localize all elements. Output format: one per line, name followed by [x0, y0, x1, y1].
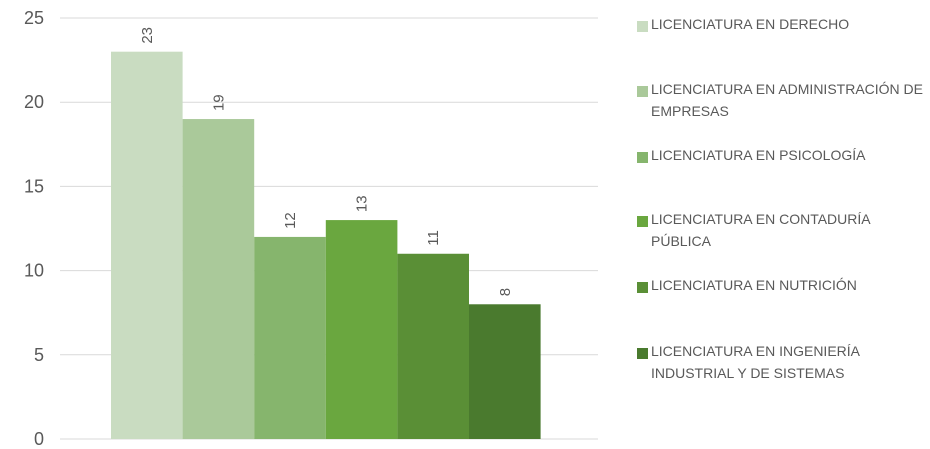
bar-chart: 0 5 10 15 20 25 23 19 12 13 11 8 — [24, 8, 598, 449]
legend-item: LICENCIATURA EN CONTADURÍA PÚBLICA — [637, 211, 930, 252]
bar — [182, 119, 255, 439]
legend-swatch — [637, 348, 648, 359]
bar — [254, 236, 326, 439]
legend: LICENCIATURA EN DERECHO LICENCIATURA EN A… — [637, 0, 930, 449]
legend-swatch — [637, 152, 648, 163]
data-label: 13 — [354, 195, 371, 212]
legend-label: LICENCIATURA EN INGENIERÍA INDUSTRIAL Y … — [651, 343, 860, 381]
bar — [397, 253, 469, 439]
legend-item: LICENCIATURA EN PSICOLOGÍA — [637, 147, 930, 166]
data-label: 12 — [282, 212, 299, 229]
y-tick-label: 10 — [24, 261, 44, 281]
bar — [469, 304, 541, 439]
y-tick-label: 5 — [34, 345, 44, 365]
y-tick-label: 0 — [34, 429, 44, 449]
legend-swatch — [637, 86, 648, 97]
y-tick-label: 15 — [24, 176, 44, 196]
legend-item: LICENCIATURA EN ADMINISTRACIÓN DE EMPRES… — [637, 81, 930, 122]
y-tick-label: 20 — [24, 92, 44, 112]
legend-item: LICENCIATURA EN DERECHO — [637, 16, 930, 35]
legend-label: LICENCIATURA EN CONTADURÍA PÚBLICA — [651, 211, 870, 249]
legend-label: LICENCIATURA EN DERECHO — [651, 16, 850, 32]
legend-item: LICENCIATURA EN NUTRICIÓN — [637, 277, 930, 296]
y-tick-label: 25 — [24, 8, 44, 28]
legend-swatch — [637, 216, 648, 227]
legend-item: LICENCIATURA EN INGENIERÍA INDUSTRIAL Y … — [637, 343, 930, 384]
legend-swatch — [637, 282, 648, 293]
legend-swatch — [637, 21, 648, 32]
data-label: 8 — [497, 288, 514, 296]
data-label: 23 — [139, 27, 156, 44]
data-label: 11 — [425, 230, 442, 246]
legend-label: LICENCIATURA EN ADMINISTRACIÓN DE EMPRES… — [651, 81, 924, 119]
legend-label: LICENCIATURA EN PSICOLOGÍA — [651, 147, 866, 163]
data-label: 19 — [210, 94, 227, 111]
bar — [111, 51, 183, 440]
legend-label: LICENCIATURA EN NUTRICIÓN — [651, 277, 857, 293]
bar — [325, 220, 398, 439]
